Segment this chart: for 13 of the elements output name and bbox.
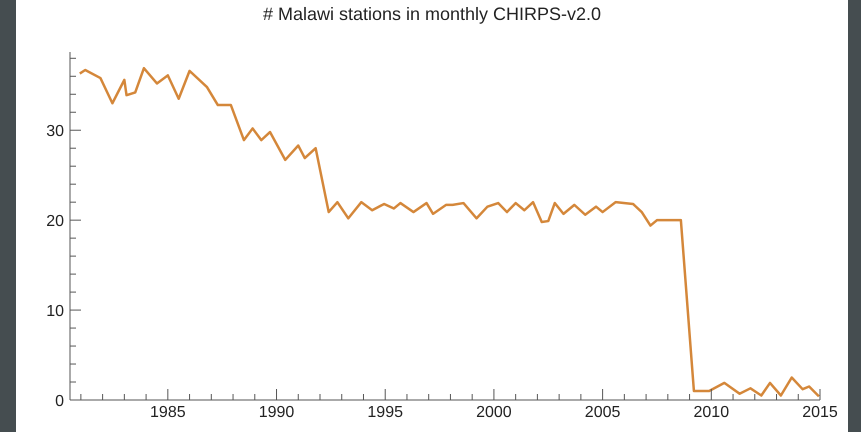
- x-tick-label: 1990: [258, 404, 294, 421]
- y-tick-label: 20: [46, 213, 64, 230]
- x-tick-label: 2010: [694, 404, 730, 421]
- chart-title: # Malawi stations in monthly CHIRPS-v2.0: [262, 4, 602, 25]
- x-tick-label: 2015: [802, 404, 838, 421]
- x-tick-label: 1985: [150, 404, 186, 421]
- x-tick-label: 2000: [476, 404, 512, 421]
- x-tick-label: 2005: [584, 404, 621, 421]
- y-tick-label: 30: [46, 123, 64, 140]
- x-tick-label: 1995: [367, 404, 404, 421]
- y-tick-label: 10: [46, 303, 64, 320]
- y-tick-label: 0: [55, 393, 64, 410]
- line-series: [78, 66, 820, 398]
